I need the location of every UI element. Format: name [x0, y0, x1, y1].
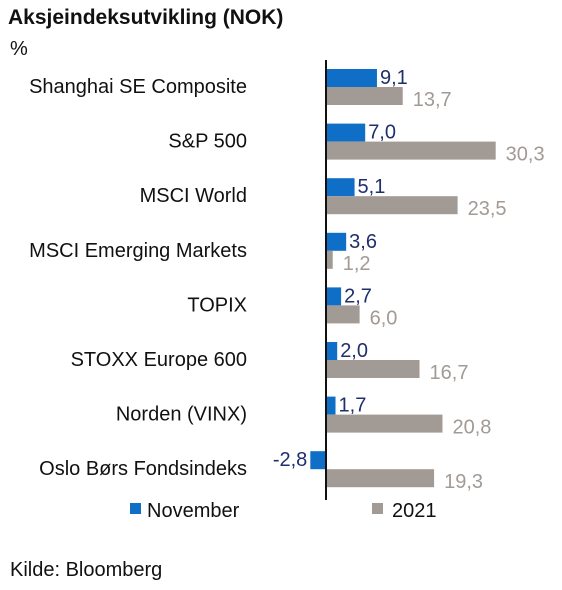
bar-2021: [326, 141, 496, 160]
source-note: Kilde: Bloomberg: [10, 559, 163, 581]
data-label-2021: 23,5: [468, 198, 507, 220]
data-label-2021: 13,7: [413, 89, 452, 111]
bar-2021: [326, 360, 420, 378]
data-label-2021: 20,8: [452, 417, 491, 439]
bar-2021: [326, 196, 458, 215]
data-label-2021: 30,3: [506, 144, 545, 166]
bar-november: [326, 396, 336, 415]
bar-november: [326, 69, 377, 87]
bar-november: [326, 178, 355, 197]
bar-november: [326, 123, 366, 142]
data-label-november: 3,6: [349, 231, 377, 253]
data-label-2021: 1,2: [343, 253, 371, 275]
bar-november: [326, 232, 347, 251]
data-label-november: 9,1: [380, 67, 408, 89]
category-label: TOPIX: [187, 294, 247, 316]
category-label: STOXX Europe 600: [71, 349, 247, 371]
data-label-november: 2,0: [340, 340, 368, 362]
category-label: MSCI World: [140, 185, 247, 207]
chart-title: Aksjeindeksutvikling (NOK): [8, 6, 284, 29]
legend-swatch-2021: [372, 503, 383, 514]
bar-2021: [326, 305, 360, 324]
data-label-november: 7,0: [368, 122, 396, 144]
legend-label-november: November: [147, 500, 240, 522]
bar-2021: [326, 414, 443, 433]
data-label-2021: 6,0: [370, 307, 398, 329]
bar-november: [310, 451, 326, 470]
bar-november: [326, 287, 342, 306]
legend-label-2021: 2021: [392, 500, 437, 522]
data-label-2021: 19,3: [444, 471, 483, 493]
data-label-2021: 16,7: [430, 362, 469, 384]
bar-2021: [326, 87, 403, 105]
bar-2021: [326, 469, 435, 488]
category-label: S&P 500: [168, 131, 247, 153]
bar-2021: [326, 250, 333, 269]
data-label-november: 2,7: [344, 285, 372, 307]
legend-swatch-november: [130, 503, 141, 514]
data-label-november: 5,1: [358, 176, 386, 198]
unit-label: %: [10, 38, 28, 60]
category-label: Oslo Børs Fondsindeks: [39, 458, 247, 480]
category-label: Norden (VINX): [116, 404, 247, 426]
category-label: MSCI Emerging Markets: [29, 240, 247, 262]
data-label-november: -2,8: [273, 449, 307, 471]
category-label: Shanghai SE Composite: [29, 76, 247, 98]
bar-november: [326, 342, 338, 360]
data-label-november: 1,7: [339, 395, 367, 417]
